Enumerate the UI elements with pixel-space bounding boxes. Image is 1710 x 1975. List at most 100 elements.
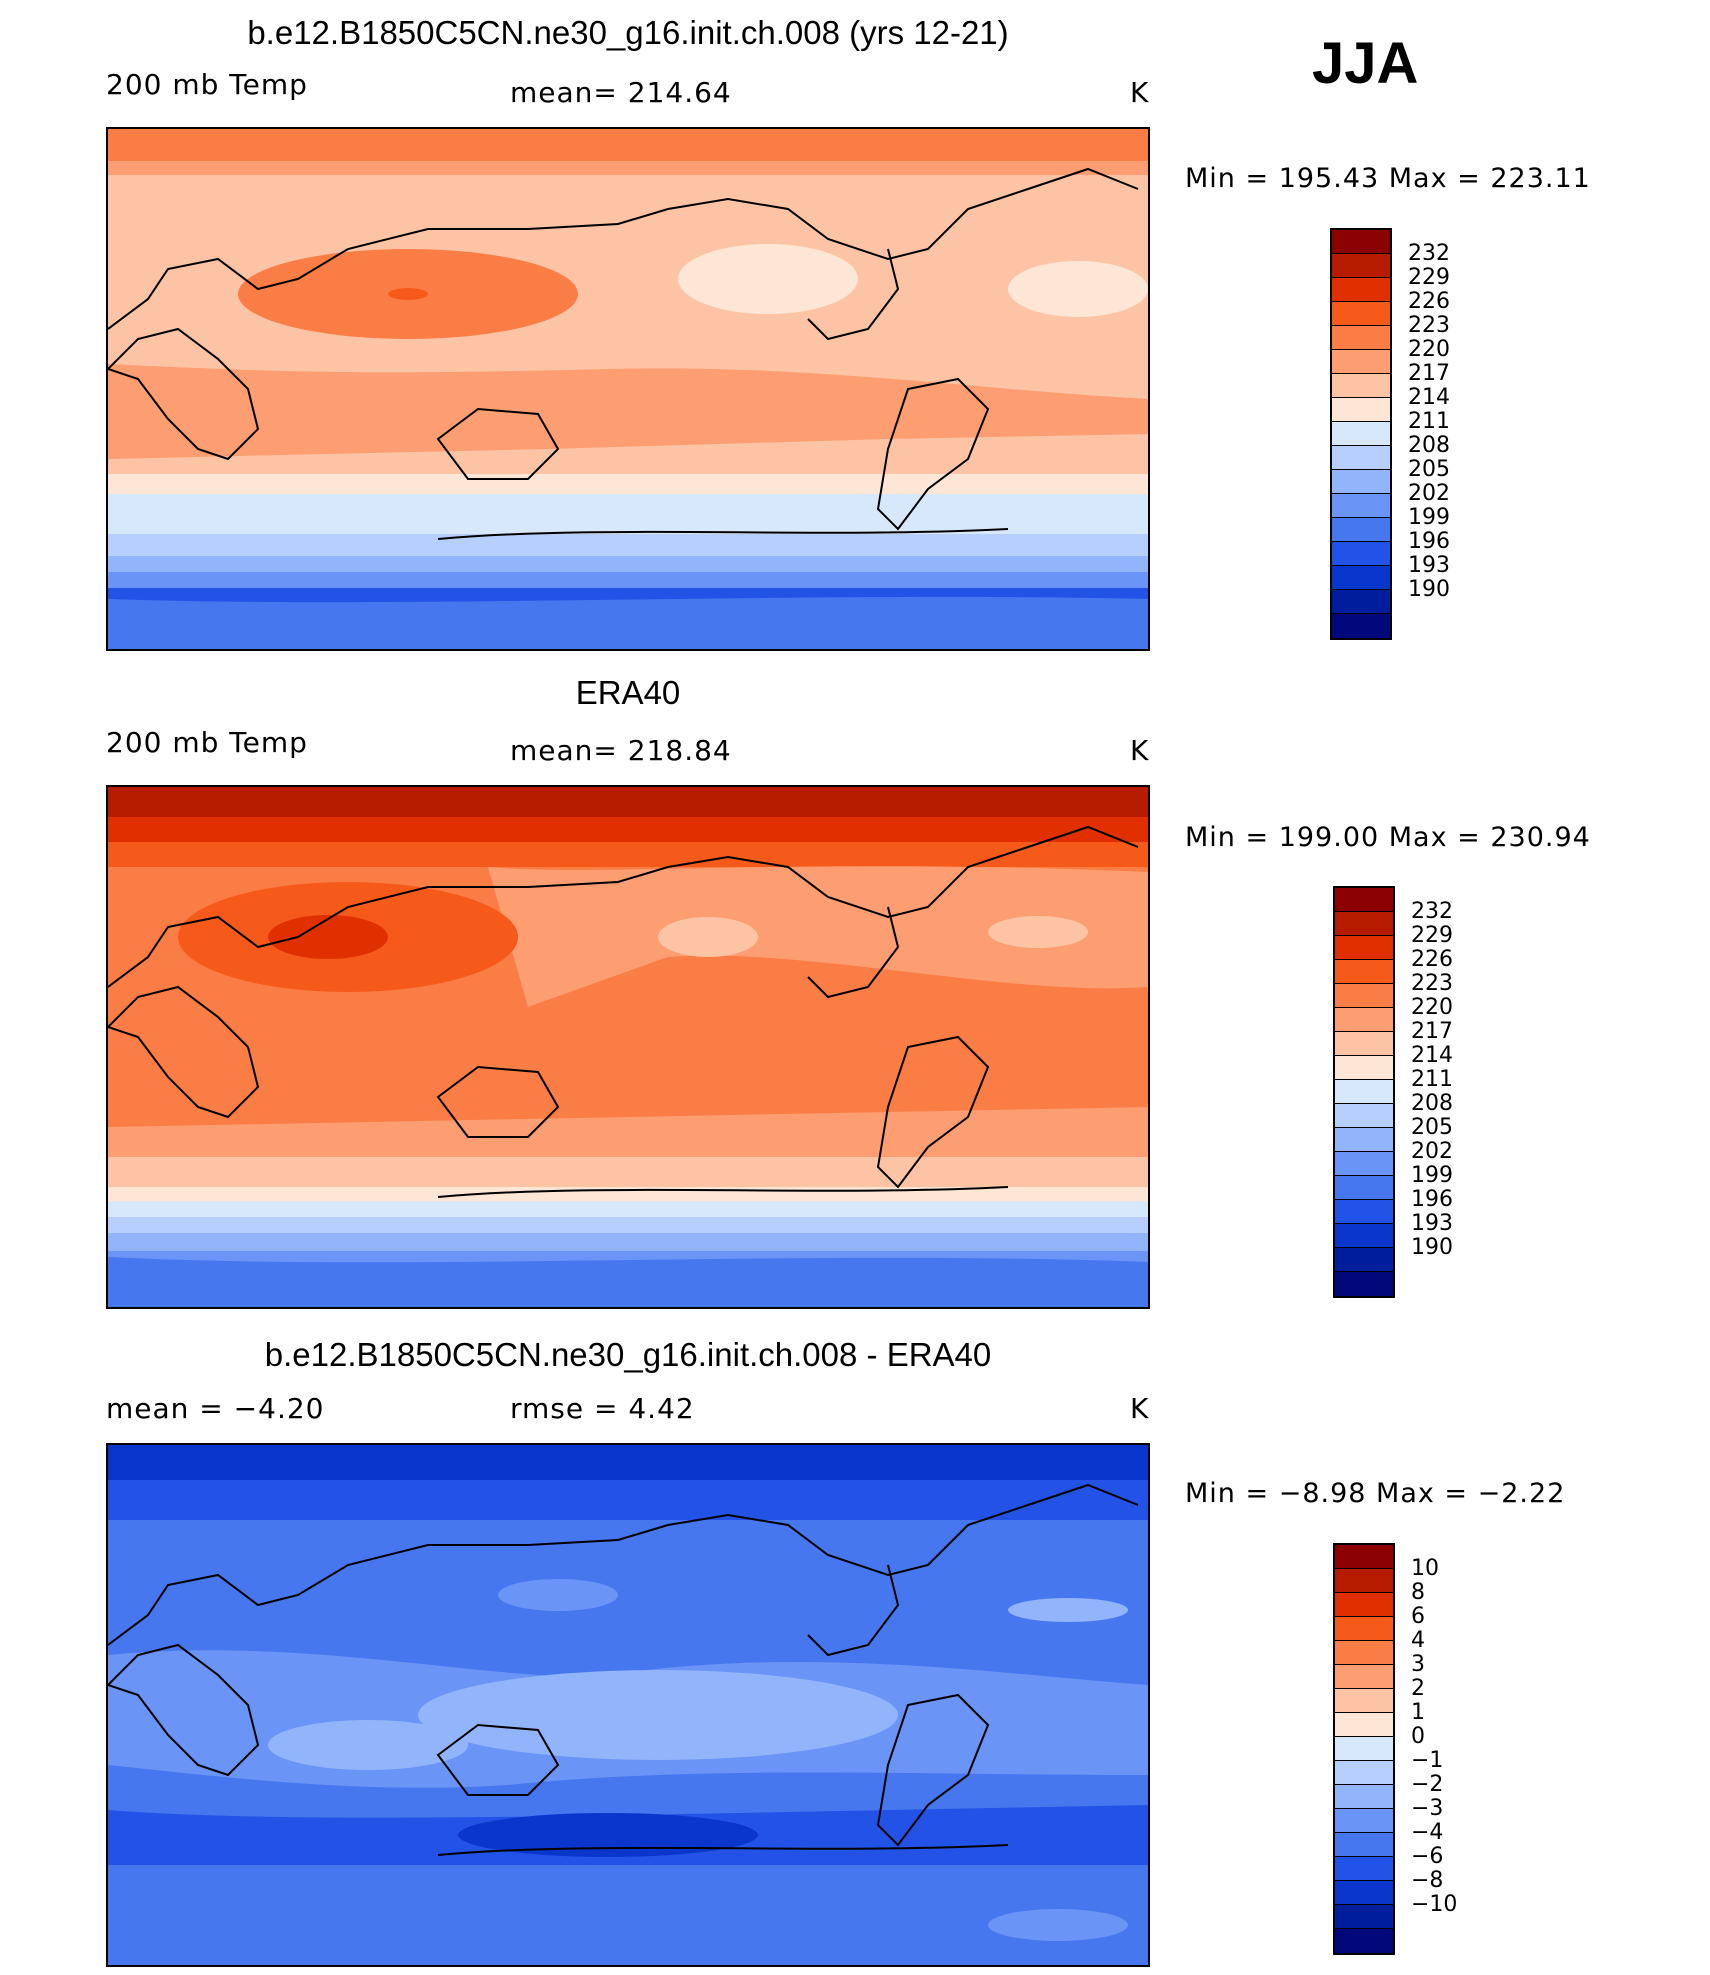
colorbar-swatch [1335,936,1393,960]
colorbar-swatch [1335,1881,1393,1905]
colorbar-tick-label: 202 [1408,481,1450,506]
colorbar-swatch [1335,912,1393,936]
colorbar-swatch [1335,1761,1393,1785]
panel-1-mean-label: mean= 214.64 [510,76,732,109]
colorbar-tick-label: 208 [1411,1091,1453,1116]
panel-2-mean-label: mean= 218.84 [510,734,732,767]
colorbar-swatch [1335,1665,1393,1689]
panel-1-title: b.e12.B1850C5CN.ne30_g16.init.ch.008 (yr… [247,14,1009,51]
colorbar-tick-label: −1 [1411,1748,1444,1773]
colorbar-swatch [1332,614,1390,638]
colorbar-tick-label: 3 [1411,1652,1425,1677]
colorbar-tick-label: −4 [1411,1820,1444,1845]
colorbar-tick-label: 226 [1411,947,1453,972]
panel-2-map [106,785,1150,1309]
colorbar-swatch [1332,278,1390,302]
colorbar-swatch [1335,1857,1393,1881]
colorbar-swatch [1335,1785,1393,1809]
colorbar-tick-label: 199 [1408,505,1450,530]
colorbar-tick-label: 202 [1411,1139,1453,1164]
colorbar-tick-label: 196 [1408,529,1450,554]
panel-3-map [106,1443,1150,1967]
colorbar-tick-label: 223 [1411,971,1453,996]
colorbar-tick-label: 211 [1408,409,1450,434]
season-label: JJA [1312,31,1419,96]
colorbar-tick-label: 6 [1411,1604,1425,1629]
colorbar-swatch [1332,374,1390,398]
colorbar-swatch [1332,350,1390,374]
panel-2-title: ERA40 [575,674,681,711]
colorbar-tick-label: 10 [1411,1556,1439,1581]
colorbar-swatch [1335,1617,1393,1641]
colorbar-swatch [1332,494,1390,518]
colorbar-swatch [1332,398,1390,422]
colorbar-swatch [1335,1200,1393,1224]
colorbar-swatch [1335,1008,1393,1032]
colorbar-swatch [1335,1545,1393,1569]
colorbar-tick-label: 190 [1411,1235,1453,1260]
colorbar-tick-label: 229 [1411,923,1453,948]
colorbar-swatch [1335,984,1393,1008]
colorbar-tick-label: 0 [1411,1724,1425,1749]
colorbar-swatch [1335,1641,1393,1665]
colorbar-tick-label: 2 [1411,1676,1425,1701]
colorbar-swatch [1332,302,1390,326]
panel-2-units-label: K [1130,734,1150,767]
colorbar-swatch [1335,1272,1393,1296]
colorbar-swatch [1332,326,1390,350]
colorbar-tick-label: 229 [1408,265,1450,290]
colorbar-tick-label: 193 [1411,1211,1453,1236]
colorbar-swatch [1335,1152,1393,1176]
colorbar-tick-label: 214 [1411,1043,1453,1068]
colorbar-swatch [1332,230,1390,254]
colorbar-swatch [1335,1080,1393,1104]
panel-1-units-label: K [1130,76,1150,109]
colorbar-tick-label: 226 [1408,289,1450,314]
colorbar-tick-label: 8 [1411,1580,1425,1605]
panel-1-colorbar [1330,228,1392,640]
colorbar-swatch [1332,446,1390,470]
colorbar-tick-label: 217 [1408,361,1450,386]
panel-2-variable-label: 200 mb Temp [106,726,308,759]
colorbar-swatch [1335,1593,1393,1617]
colorbar-tick-label: 220 [1411,995,1453,1020]
colorbar-swatch [1335,1248,1393,1272]
colorbar-swatch [1332,422,1390,446]
panel-3-minmax: Min = −8.98 Max = −2.22 [1185,1478,1566,1509]
colorbar-tick-label: 220 [1408,337,1450,362]
colorbar-tick-label: 193 [1408,553,1450,578]
colorbar-swatch [1335,1032,1393,1056]
colorbar-tick-label: 217 [1411,1019,1453,1044]
colorbar-swatch [1335,1689,1393,1713]
colorbar-tick-label: 214 [1408,385,1450,410]
colorbar-tick-label: 223 [1408,313,1450,338]
panel-3-mean-label: mean = −4.20 [106,1392,325,1425]
panel-2-minmax: Min = 199.00 Max = 230.94 [1185,822,1591,853]
colorbar-tick-label: 199 [1411,1163,1453,1188]
colorbar-swatch [1335,1224,1393,1248]
colorbar-tick-label: −6 [1411,1844,1444,1869]
colorbar-tick-label: 196 [1411,1187,1453,1212]
colorbar-tick-label: 4 [1411,1628,1425,1653]
colorbar-swatch [1335,888,1393,912]
colorbar-swatch [1335,1905,1393,1929]
panel-3-colorbar [1333,1543,1395,1955]
colorbar-swatch [1335,1737,1393,1761]
colorbar-swatch [1335,1929,1393,1953]
colorbar-swatch [1332,566,1390,590]
colorbar-swatch [1335,1833,1393,1857]
colorbar-swatch [1332,254,1390,278]
colorbar-swatch [1335,1713,1393,1737]
colorbar-swatch [1335,1128,1393,1152]
colorbar-swatch [1332,542,1390,566]
colorbar-tick-label: 211 [1411,1067,1453,1092]
panel-2-colorbar [1333,886,1395,1298]
colorbar-tick-label: 205 [1408,457,1450,482]
colorbar-tick-label: −2 [1411,1772,1444,1797]
colorbar-swatch [1335,1809,1393,1833]
panel-3-title: b.e12.B1850C5CN.ne30_g16.init.ch.008 - E… [264,1336,992,1373]
colorbar-tick-label: 190 [1408,577,1450,602]
colorbar-tick-label: −8 [1411,1868,1444,1893]
colorbar-tick-label: 1 [1411,1700,1425,1725]
colorbar-tick-label: −10 [1411,1892,1458,1917]
